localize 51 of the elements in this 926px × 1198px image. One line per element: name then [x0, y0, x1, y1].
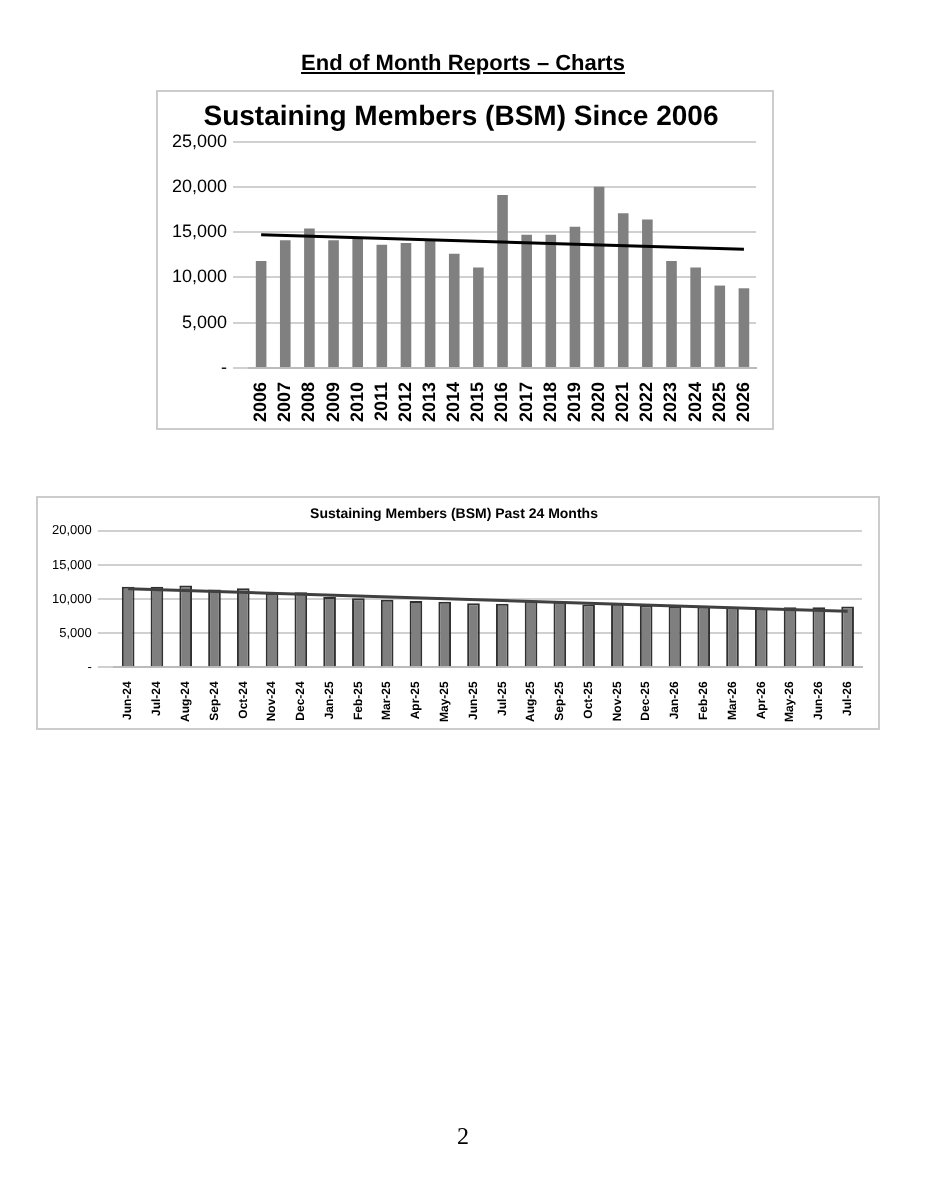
bar [642, 219, 653, 367]
y-tick-label: 25,000 [171, 130, 228, 151]
bar [352, 238, 363, 367]
x-tick-label: 2015 [467, 381, 488, 423]
bar [738, 288, 750, 367]
x-tick-label: 2011 [370, 381, 391, 422]
bar [255, 261, 267, 367]
bar [593, 186, 605, 367]
x-tick-label: 2017 [515, 381, 536, 423]
bar [328, 240, 339, 367]
bar [400, 243, 412, 367]
bar [617, 213, 629, 367]
chart-title: Sustaining Members (BSM) Since 2006 [203, 98, 719, 131]
bar [666, 261, 677, 367]
x-tick-label: 2007 [274, 381, 295, 423]
x-tick-label: 2008 [298, 381, 319, 423]
bar [714, 285, 726, 367]
x-tick-label: 2016 [491, 381, 512, 423]
bar [279, 240, 291, 367]
bar [497, 195, 508, 367]
y-tick-label: 10,000 [171, 266, 228, 287]
bar [521, 234, 532, 367]
x-tick-label: 2026 [732, 381, 753, 423]
y-tick-label: 5,000 [181, 311, 228, 332]
x-tick-label: 2009 [322, 381, 343, 423]
x-tick-label: 2025 [708, 381, 729, 423]
x-tick-label: 2019 [563, 381, 584, 423]
bar [424, 240, 436, 367]
y-tick-label: 15,000 [171, 221, 228, 242]
x-tick-label: 2023 [660, 381, 681, 423]
bar [448, 253, 460, 367]
x-tick-label: 2018 [539, 381, 560, 423]
bar [545, 234, 557, 367]
bar [569, 226, 581, 367]
x-tick-label: 2012 [394, 381, 415, 423]
x-tick-label: 2021 [612, 381, 633, 423]
x-tick-label: 2020 [588, 381, 609, 423]
x-tick-label: 2006 [250, 381, 271, 423]
x-tick-label: 2013 [419, 381, 440, 423]
text: 2 [455, 1122, 471, 1152]
x-tick-label: 2024 [684, 381, 705, 423]
x-tick-label: 2014 [443, 381, 464, 423]
bar [304, 228, 315, 367]
bar [690, 267, 701, 367]
y-tick-label: 20,000 [171, 175, 228, 196]
text: End of Month Reports – Charts [299, 52, 627, 76]
bar [376, 244, 388, 367]
x-tick-label: 2022 [636, 381, 657, 423]
y-tick-label: - [221, 356, 228, 377]
bar [473, 267, 484, 367]
x-tick-label: 2010 [346, 381, 367, 423]
